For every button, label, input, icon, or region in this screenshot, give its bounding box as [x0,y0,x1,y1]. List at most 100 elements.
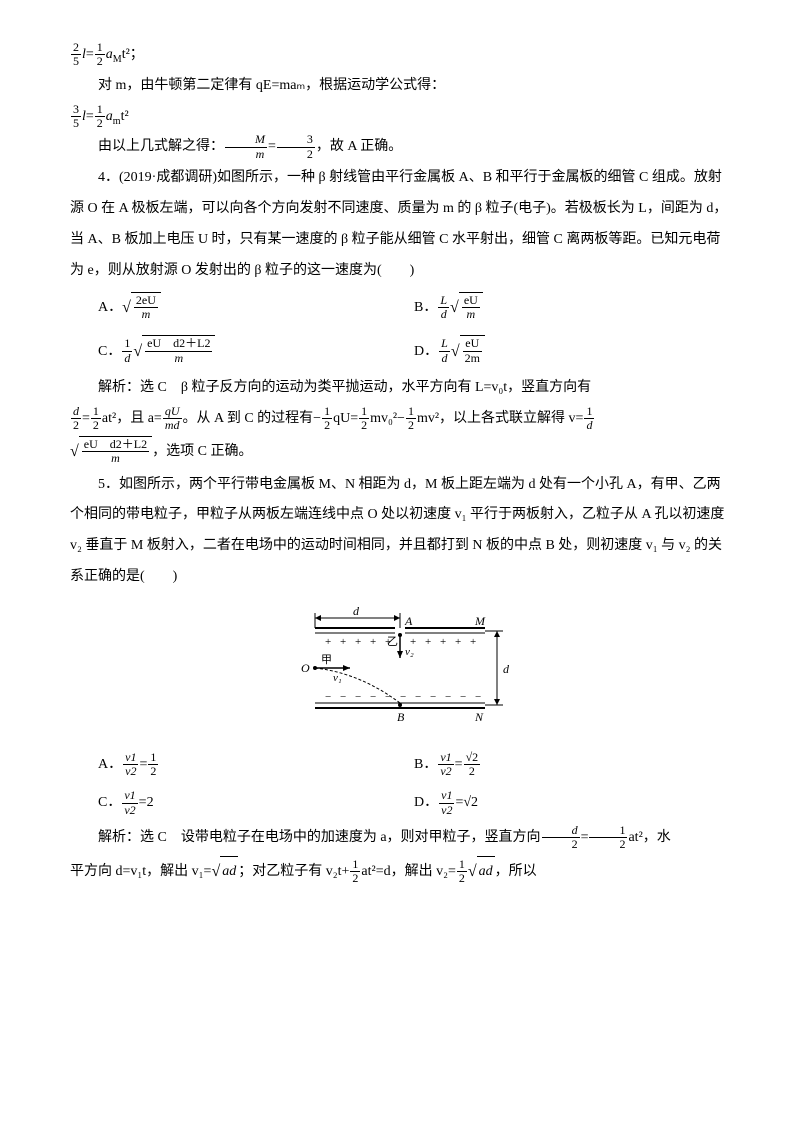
text: 平方向 d=v₁t，解出 v₁= [70,864,211,879]
opt-label: B． [414,300,437,315]
frac-num: 2 [71,41,81,55]
text: =√2 [455,795,478,810]
frac-num: 3 [277,133,315,147]
text: = [581,830,589,845]
svg-text:−: − [355,691,361,703]
svg-text:−: − [430,691,436,703]
text: at²，水 [628,830,670,845]
eq1: 25l=12aMt²； [70,40,730,71]
q5-opt-b: B．v1v2=√22 [414,750,730,781]
text: = [455,757,463,772]
rad: ad [220,856,238,888]
frac-den: md [163,419,182,432]
frac-num: 3 [71,103,81,117]
label-v2: v₂ [405,646,414,658]
frac-den: m [462,308,480,321]
frac-num: 1 [91,405,101,419]
text: ，选项 C 正确。 [152,444,252,459]
svg-text:−: − [445,691,451,703]
q5-opt-d: D．v1v2=√2 [414,788,730,819]
q5-solution-b: 平方向 d=v₁t，解出 v₁=ad；对乙粒子有 v₂t+12at²=d，解出 … [70,854,730,889]
svg-text:−: − [415,691,421,703]
q5-options: A．v1v2=12 B．v1v2=√22 C．v1v2=2 D．v1v2=√2 [98,746,730,824]
frac-den: 2 [542,838,580,851]
q5-stem: 5．如图所示，两个平行带电金属板 M、N 相距为 d，M 板上距左端为 d 处有… [70,470,730,593]
frac-den: 2 [71,419,81,432]
svg-text:+: + [370,636,376,648]
frac-num: 1 [350,858,360,872]
frac-den: 2m [463,352,482,365]
svg-text:+: + [470,636,476,648]
capacitor-diagram-svg: ++++++++++ −−−−−−−−−−− d d A M O 甲 v₁ 乙 … [285,603,515,723]
frac-den: d [584,419,594,432]
frac-den: m [82,452,149,465]
q4-opt-c: C．1deU d2＋L2m [98,334,414,369]
svg-text:+: + [455,636,461,648]
frac-den: 2 [95,117,105,130]
frac-den: 2 [350,872,360,885]
rad: ad [477,856,495,888]
q5-opt-c: C．v1v2=2 [98,788,414,819]
frac-den: 2 [406,419,416,432]
label-b: B [397,710,405,723]
text: t² [121,109,129,124]
text: 。从 A 到 C 的过程有− [183,411,322,426]
frac-num: qU [163,405,182,419]
frac-num: 1 [359,405,369,419]
text: qU= [333,411,358,426]
text: =2 [139,795,154,810]
frac-num: 2eU [134,294,158,308]
text: 由以上几式解之得： [98,139,224,154]
text: = [268,139,276,154]
frac-den: m [225,148,267,161]
var: a [106,109,113,124]
intro-p2: 对 m，由牛顿第二定律有 qE=maₘ，根据运动学公式得： [70,71,730,102]
frac-num: 1 [122,337,132,351]
text: mv₀²− [370,411,405,426]
label-n: N [474,710,484,723]
var: l [82,109,86,124]
frac-num: eU [463,337,482,351]
svg-text:−: − [475,691,481,703]
q4-opt-a: A． 2eUm [98,290,414,325]
q5-opt-a: A．v1v2=12 [98,750,414,781]
q4-opt-d: D．LdeU2m [414,334,730,369]
frac-den: v2 [123,765,138,778]
opt-label: A． [98,757,122,772]
frac-den: v2 [122,804,137,817]
sub: m [113,115,121,126]
opt-label: C． [98,795,121,810]
frac-num: L [438,294,449,308]
frac-num: L [439,337,450,351]
opt-label: D． [414,795,438,810]
frac-den: 2 [91,419,101,432]
frac-den: 2 [589,838,627,851]
var: l [82,47,86,62]
text: = [82,411,90,426]
frac-den: 2 [322,419,332,432]
q5-diagram: ++++++++++ −−−−−−−−−−− d d A M O 甲 v₁ 乙 … [70,603,730,736]
frac-num: eU d2＋L2 [82,438,149,452]
text: ，所以 [495,864,537,879]
frac-den: 2 [95,55,105,68]
frac-num: 1 [148,751,158,765]
opt-label: A． [98,300,122,315]
frac-num: 1 [457,858,467,872]
svg-text:−: − [460,691,466,703]
svg-text:+: + [340,636,346,648]
q4-solution-c: eU d2＋L2m，选项 C 正确。 [70,434,730,469]
frac-den: v2 [439,804,454,817]
frac-den: 2 [457,872,467,885]
frac-num: 1 [589,824,627,838]
svg-text:+: + [440,636,446,648]
label-m: M [474,614,486,628]
q4-solution-b: d2=12at²，且 a=qUmd。从 A 到 C 的过程有−12qU=12mv… [70,404,730,435]
text: at²=d，解出 v₂= [361,864,455,879]
q4-solution-a: 解析：选 C β 粒子反方向的运动为类平抛运动，水平方向有 L=v₀t，竖直方向… [70,373,730,404]
eq2: 35l=12amt² [70,102,730,133]
frac-num: eU d2＋L2 [145,337,212,351]
frac-den: m [134,308,158,321]
frac-num: eU [462,294,480,308]
frac-den: 5 [71,55,81,68]
frac-num: v1 [123,751,138,765]
